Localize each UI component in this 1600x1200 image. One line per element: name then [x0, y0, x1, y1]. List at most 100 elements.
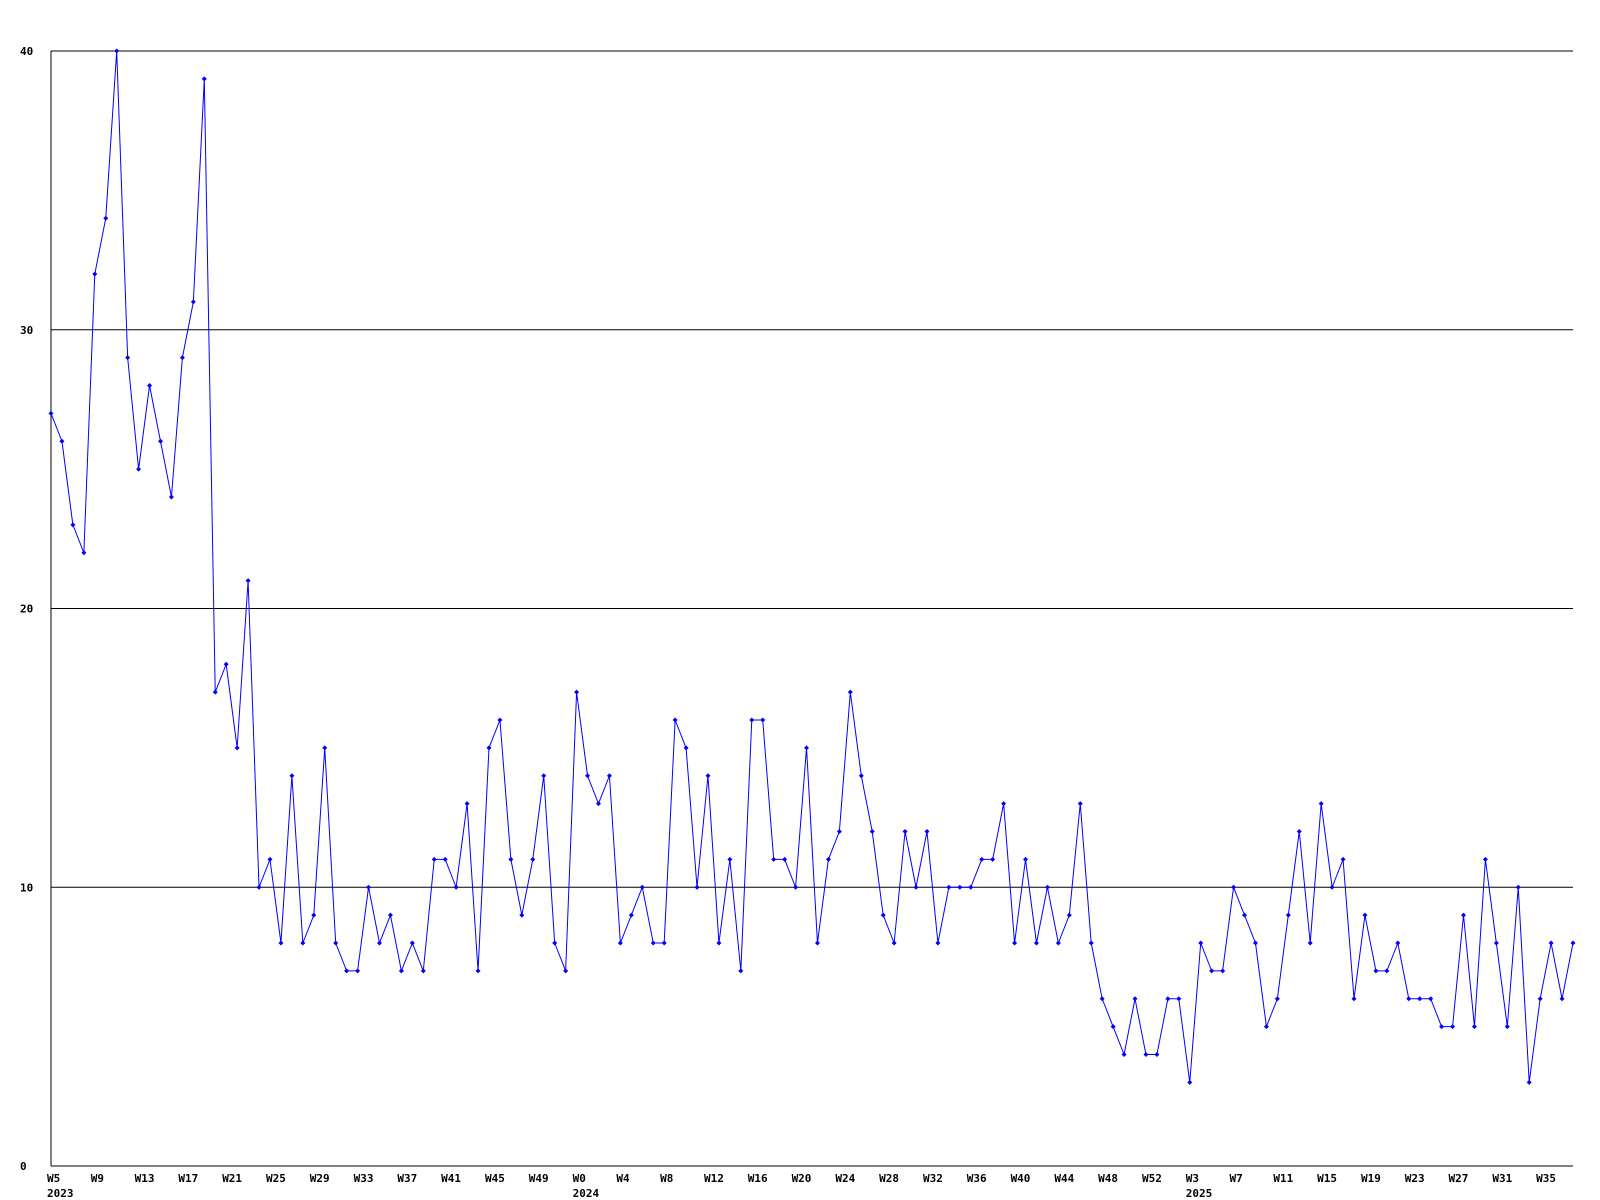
data-point [168, 494, 174, 500]
data-point [760, 717, 766, 723]
data-point [1110, 1024, 1116, 1030]
data-point [1044, 884, 1050, 890]
data-point [70, 522, 76, 528]
x-tick-label: W11 [1273, 1172, 1293, 1185]
data-point [1537, 996, 1543, 1002]
y-tick-label: 10 [20, 881, 33, 894]
data-point [617, 940, 623, 946]
data-point [683, 745, 689, 751]
data-point [1482, 856, 1488, 862]
data-point [563, 968, 569, 974]
data-point [1001, 801, 1007, 807]
data-point [1493, 940, 1499, 946]
data-point [628, 912, 634, 918]
data-point [979, 856, 985, 862]
data-point [267, 856, 273, 862]
data-point [59, 438, 65, 444]
data-point [705, 773, 711, 779]
data-point [1143, 1052, 1149, 1057]
data-point [1515, 884, 1521, 890]
data-point [311, 912, 317, 918]
data-point [1242, 912, 1248, 918]
x-tick-label: W28 [879, 1172, 899, 1185]
x-tick-label: W3 [1186, 1172, 1199, 1185]
x-tick-label: W45 [485, 1172, 505, 1185]
data-point [1121, 1052, 1127, 1057]
data-point [749, 717, 755, 723]
data-point [278, 940, 284, 946]
data-point [541, 773, 547, 779]
x-tick-label: W17 [178, 1172, 198, 1185]
x-tick-label: W27 [1449, 1172, 1469, 1185]
data-point [1165, 996, 1171, 1002]
data-point [256, 884, 262, 890]
data-point [114, 48, 120, 54]
data-point [322, 745, 328, 751]
data-point [1209, 968, 1215, 974]
data-point [442, 856, 448, 862]
data-point [234, 745, 240, 751]
data-point [727, 856, 733, 862]
data-point [1099, 996, 1105, 1002]
data-point [1450, 1024, 1456, 1030]
data-point [1296, 829, 1302, 834]
data-point [1351, 996, 1357, 1002]
x-tick-label: W15 [1317, 1172, 1337, 1185]
x-tick-label: W35 [1536, 1172, 1556, 1185]
data-point [1373, 968, 1379, 974]
data-point [530, 856, 536, 862]
x-tick-label: W12 [704, 1172, 724, 1185]
data-point [672, 717, 678, 723]
data-point [793, 884, 799, 890]
x-tick-label: W37 [397, 1172, 417, 1185]
data-point [1231, 884, 1237, 890]
data-point [694, 884, 700, 890]
y-tick-label: 0 [20, 1160, 27, 1173]
data-point [880, 912, 886, 918]
data-point [716, 940, 722, 946]
data-point [190, 299, 196, 305]
data-point [574, 689, 580, 695]
x-tick-label: W24 [835, 1172, 855, 1185]
data-point [1066, 912, 1072, 918]
data-point [1329, 884, 1335, 890]
data-point [125, 355, 131, 361]
data-point [858, 773, 864, 779]
data-point [606, 773, 612, 779]
data-point [891, 940, 897, 946]
data-point [519, 912, 525, 918]
data-point [1417, 996, 1423, 1002]
data-point [935, 940, 941, 946]
data-point [1395, 940, 1401, 946]
data-point [453, 884, 459, 890]
data-point [464, 801, 470, 807]
x-year-label: 2023 [47, 1187, 74, 1200]
data-point [147, 383, 153, 388]
data-point [782, 856, 788, 862]
data-point [924, 829, 930, 834]
data-point [431, 856, 437, 862]
data-point [1471, 1024, 1477, 1030]
data-point [1077, 801, 1083, 807]
y-tick-label: 30 [20, 324, 33, 337]
x-tick-label: W36 [967, 1172, 987, 1185]
data-point [1198, 940, 1204, 946]
data-point [1023, 856, 1029, 862]
data-point [1461, 912, 1467, 918]
data-point [344, 968, 350, 974]
data-point [333, 940, 339, 946]
data-point [366, 884, 372, 890]
data-point [1033, 940, 1039, 946]
data-point [136, 466, 142, 472]
data-point [1187, 1079, 1193, 1085]
data-point [157, 438, 163, 444]
data-point [48, 410, 54, 416]
data-point [1307, 940, 1313, 946]
x-tick-label: W49 [529, 1172, 549, 1185]
data-point [1570, 940, 1576, 946]
data-point [1362, 912, 1368, 918]
data-point [1340, 856, 1346, 862]
data-point [1263, 1024, 1269, 1030]
data-point [804, 745, 810, 751]
data-point [1055, 940, 1061, 946]
